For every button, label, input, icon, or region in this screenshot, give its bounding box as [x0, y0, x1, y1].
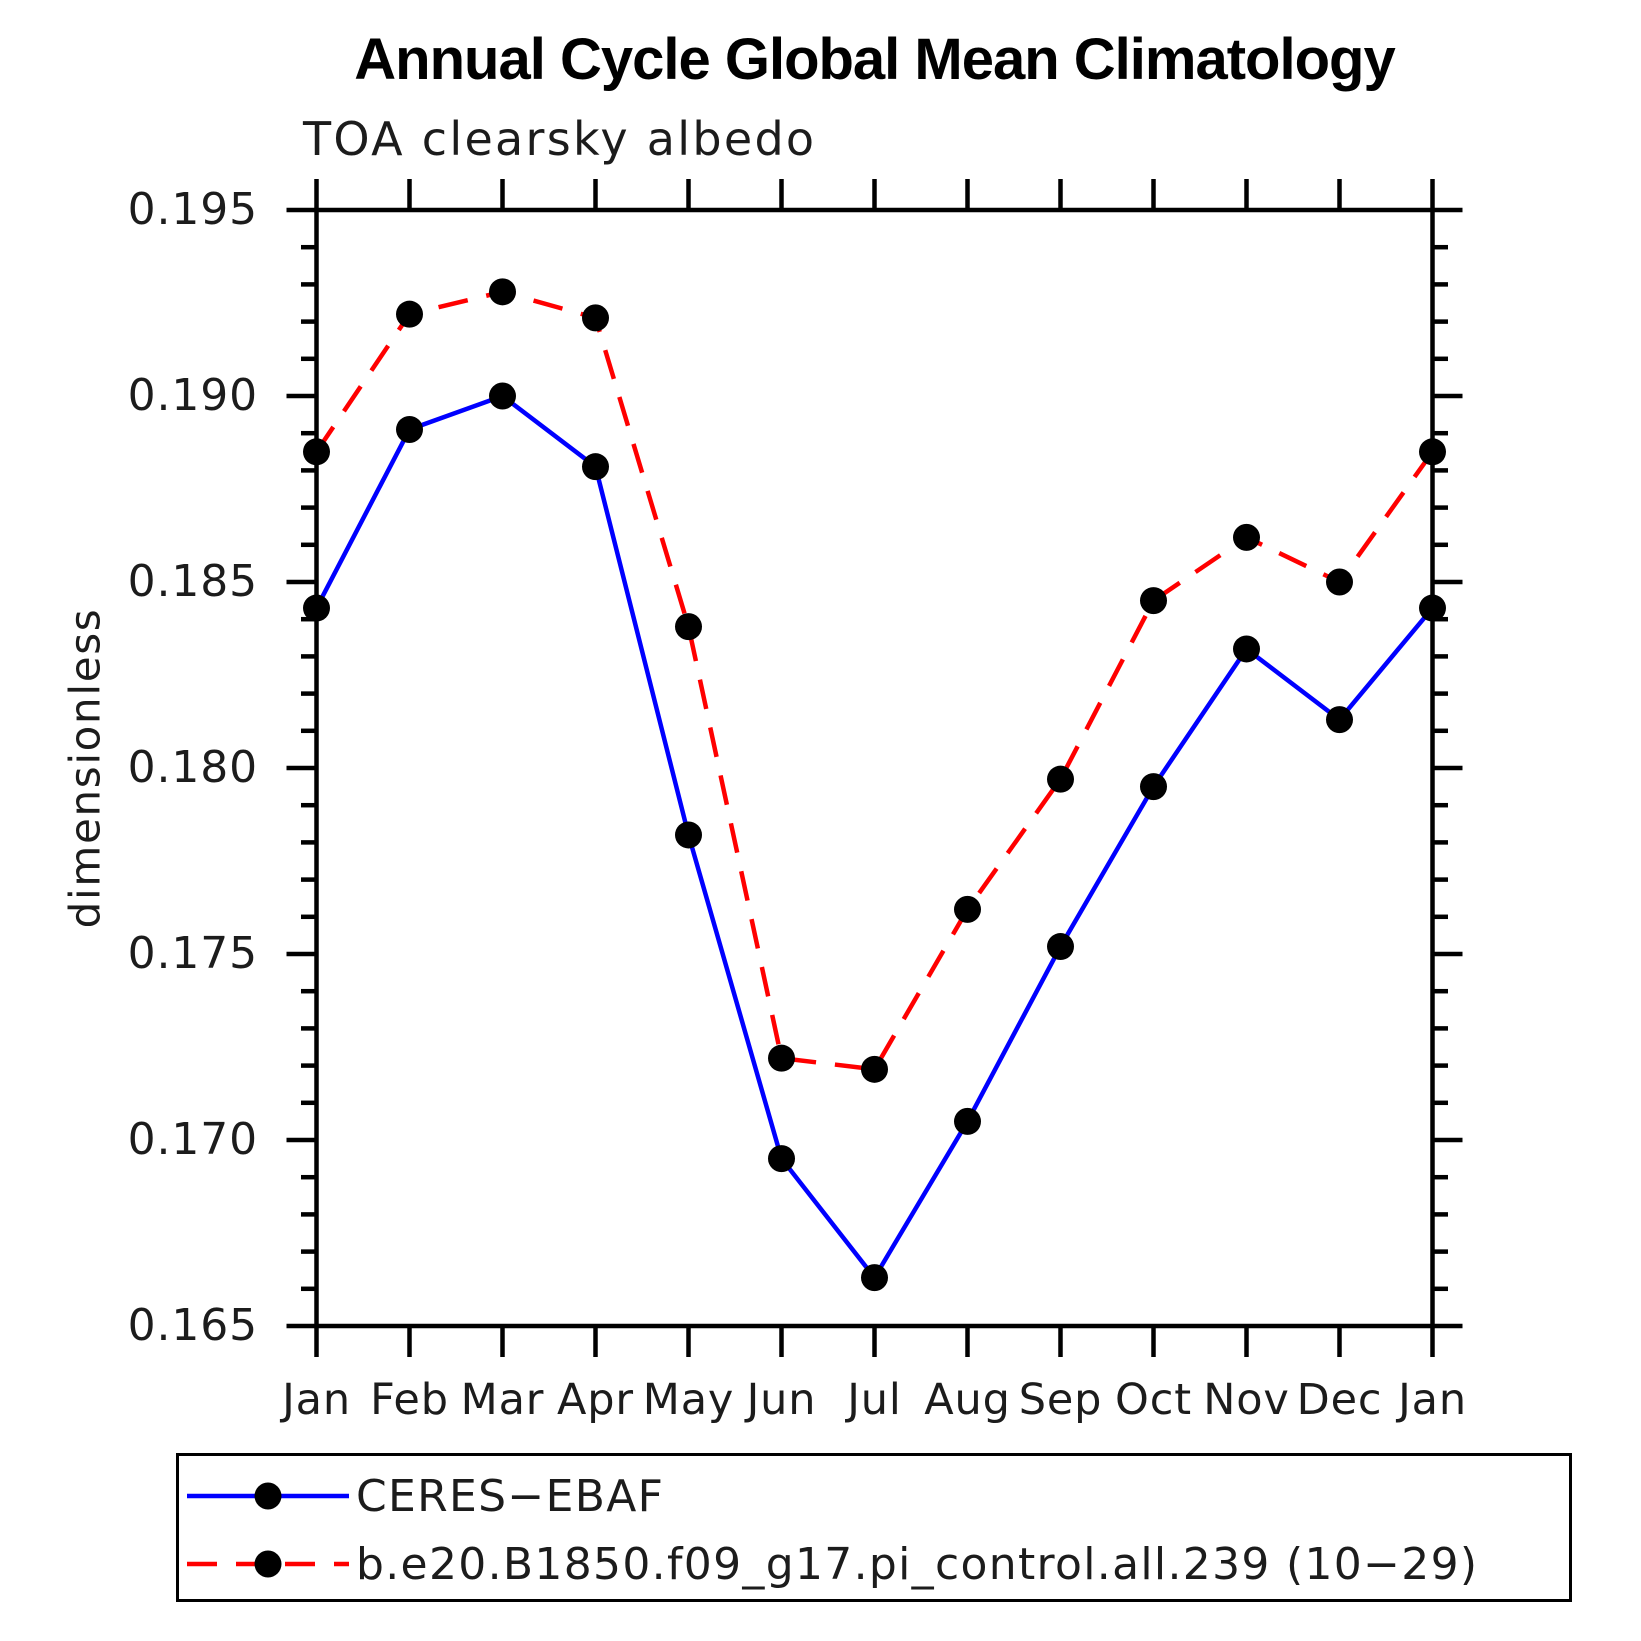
y-tick-label: 0.170 — [127, 1114, 258, 1165]
x-tick-label: Sep — [1018, 1375, 1103, 1425]
legend-label-model: b.e20.B1850.f09_g17.pi_control.all.239 (… — [356, 1538, 1479, 1590]
x-tick-label: Jul — [847, 1375, 902, 1425]
legend-entry-ceres: CERES−EBAF — [183, 1471, 664, 1522]
x-tick-label: Oct — [1115, 1375, 1192, 1425]
legend-box: CERES−EBAF b.e20.B1850.f09_g17.pi_contro… — [176, 1453, 1572, 1602]
x-tick-label: May — [642, 1375, 735, 1425]
y-tick-label: 0.190 — [127, 370, 258, 421]
page-title: Annual Cycle Global Mean Climatology — [354, 27, 1395, 92]
legend-label-ceres: CERES−EBAF — [356, 1470, 665, 1522]
legend-solid-line-sample — [187, 1482, 349, 1510]
legend-dashed-line-sample — [187, 1550, 349, 1578]
legend-entry-model: b.e20.B1850.f09_g17.pi_control.all.239 (… — [183, 1539, 1478, 1590]
x-tick-label: Aug — [924, 1375, 1011, 1425]
x-tick-label: Nov — [1203, 1375, 1290, 1425]
x-tick-label: Feb — [370, 1375, 449, 1425]
y-tick-label: 0.180 — [127, 742, 258, 793]
y-tick-label: 0.185 — [127, 556, 258, 607]
x-tick-label: Apr — [557, 1375, 634, 1425]
x-tick-label: Jun — [746, 1375, 817, 1425]
y-tick-label: 0.195 — [127, 184, 258, 235]
x-tick-label: Dec — [1296, 1375, 1383, 1425]
y-tick-label: 0.165 — [127, 1300, 258, 1351]
chart-subtitle: TOA clearsky albedo — [303, 112, 817, 166]
x-tick-label: Jan — [282, 1375, 351, 1425]
x-tick-label: Jan — [1398, 1375, 1467, 1425]
x-tick-label: Mar — [460, 1375, 545, 1425]
y-tick-label: 0.175 — [127, 928, 258, 979]
